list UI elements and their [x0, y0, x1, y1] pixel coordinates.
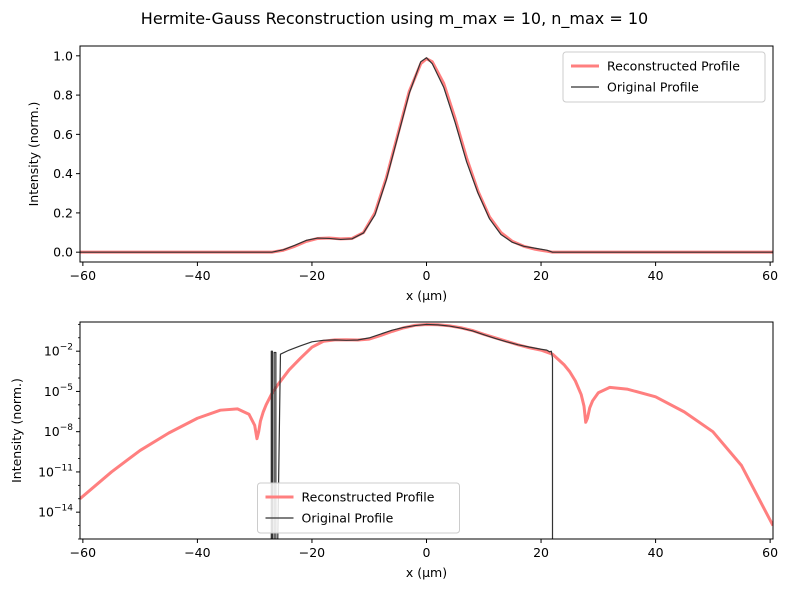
y-tick-label: 10−8 [44, 423, 73, 439]
y-tick-base: 10 [44, 384, 60, 399]
y-tick-exponent: −2 [60, 343, 73, 353]
plot-lines [80, 322, 773, 539]
x-axis-label: x (μm) [406, 288, 447, 303]
y-tick-label: 10−11 [38, 463, 73, 479]
x-tick-label: 40 [648, 545, 664, 560]
x-tick-label: 60 [762, 545, 778, 560]
y-tick-label: 10−14 [38, 504, 73, 520]
y-tick-base: 10 [38, 505, 54, 520]
y-tick-base: 10 [38, 464, 54, 479]
y-tick-label: 0.4 [53, 166, 73, 181]
legend-label-original: Original Profile [302, 511, 394, 526]
x-axis-label: x (μm) [406, 565, 447, 580]
y-tick-label: 1.0 [53, 48, 73, 63]
y-tick-label: 0.0 [53, 245, 73, 260]
legend: Reconstructed Profile Original Profile [257, 482, 460, 534]
legend-label-reconstructed: Reconstructed Profile [302, 490, 435, 505]
y-tick-exponent: −5 [60, 383, 73, 393]
legend: Reconstructed Profile Original Profile [562, 51, 766, 103]
x-tick-label: 60 [762, 268, 778, 283]
y-tick-exponent: −8 [60, 423, 74, 433]
legend-box [562, 51, 766, 103]
y-axis-label: Intensity (norm.) [9, 378, 24, 483]
y-tick-base: 10 [44, 424, 60, 439]
y-tick-exponent: −11 [54, 463, 73, 473]
bottom-log-plot: −60 −40 −20 0 20 40 6010−1410−1110−810−510−2x … [9, 321, 778, 580]
x-tick-label: −60 [70, 545, 96, 560]
legend-label-original: Original Profile [607, 80, 699, 95]
x-tick-label: −40 [184, 545, 210, 560]
y-tick-base: 10 [44, 344, 60, 359]
x-tick-label: −60 [70, 268, 96, 283]
series-line-reconstructed [80, 57, 773, 254]
x-tick-label: 40 [648, 268, 664, 283]
figure-title: Hermite-Gauss Reconstruction using m_max… [141, 9, 648, 29]
y-tick-exponent: −14 [54, 504, 73, 514]
x-tick-label: −20 [299, 545, 325, 560]
top-linear-plot: −60 −40 −20 0 20 40 60 0.0 0.2 0.4 0.6 0.8 1.0 x (μm)… [26, 45, 778, 303]
x-tick-label: 0 [423, 545, 431, 560]
x-tick-label: 20 [533, 545, 549, 560]
x-tick-label: −20 [299, 268, 325, 283]
series-line-original [270, 323, 554, 539]
y-tick-label: 0.8 [53, 88, 73, 103]
y-axis-label: Intensity (norm.) [26, 102, 41, 207]
series-line-original [80, 57, 773, 253]
y-tick-label: 0.6 [53, 127, 73, 142]
y-tick-label: 10−5 [44, 383, 73, 399]
legend-label-reconstructed: Reconstructed Profile [607, 59, 740, 74]
legend-box [257, 482, 460, 534]
y-tick-label: 10−2 [44, 343, 73, 359]
x-tick-label: 0 [423, 268, 431, 283]
y-tick-label: 0.2 [53, 205, 73, 220]
x-tick-label: −40 [184, 268, 210, 283]
plot-lines [80, 57, 773, 254]
x-tick-label: 20 [533, 268, 549, 283]
